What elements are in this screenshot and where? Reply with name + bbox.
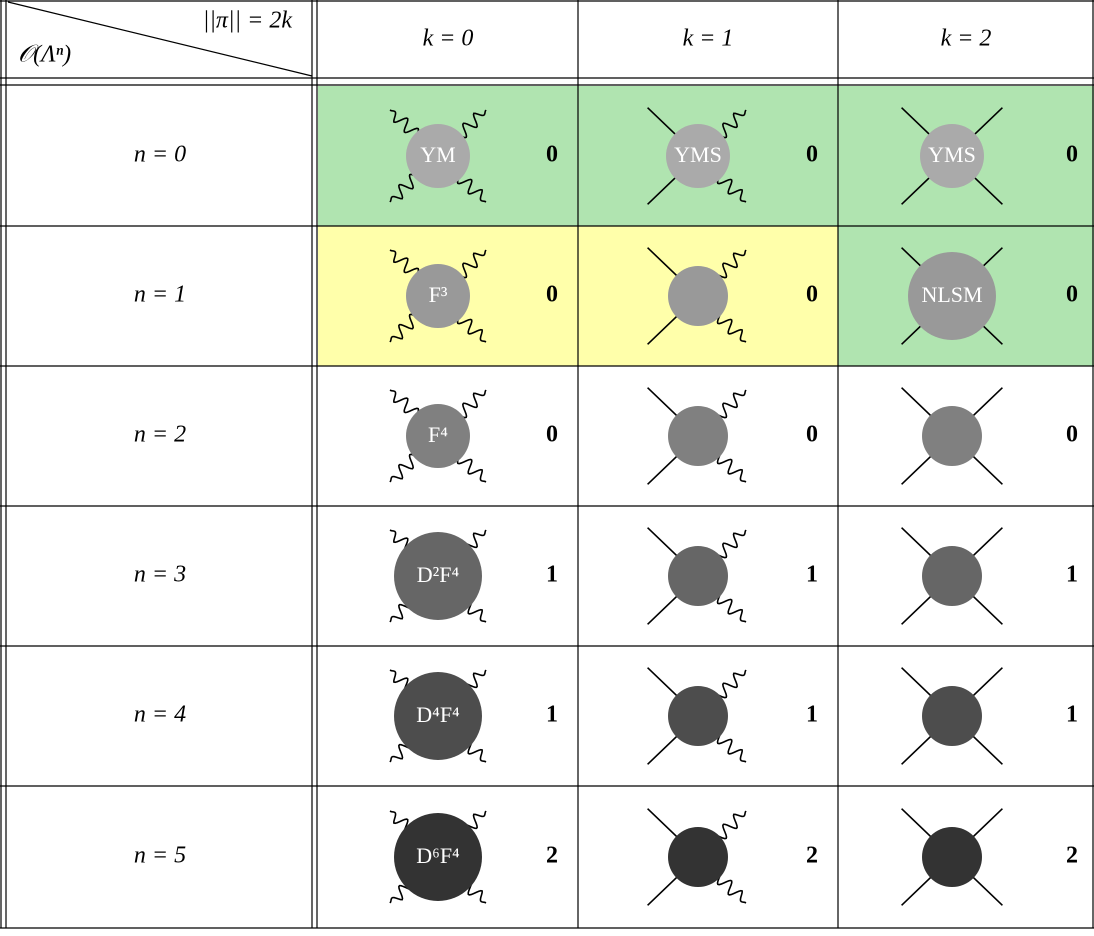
diagram: YMS	[647, 107, 747, 205]
blob	[406, 124, 470, 188]
order-value: 0	[546, 142, 558, 168]
blob	[908, 252, 996, 340]
blob-label: F⁴	[428, 422, 448, 447]
row-label: n = 4	[134, 702, 186, 728]
blob-label: YM	[420, 142, 455, 167]
blob	[922, 827, 982, 887]
blob-label: YMS	[674, 142, 722, 167]
row-label: n = 5	[134, 843, 186, 869]
corner-top: ||π|| = 2k	[203, 8, 293, 34]
blob	[406, 404, 470, 468]
order-value: 0	[806, 282, 818, 308]
diagram	[901, 527, 1003, 625]
diagram	[647, 527, 747, 625]
order-value: 1	[1066, 562, 1078, 588]
blob	[394, 532, 482, 620]
blob	[394, 672, 482, 760]
diagram: D⁴F⁴	[389, 669, 487, 763]
order-value: 0	[806, 422, 818, 448]
blob	[920, 124, 984, 188]
order-value: 1	[1066, 702, 1078, 728]
diagram: D⁶F⁴	[389, 810, 487, 904]
order-value: 0	[1066, 142, 1078, 168]
blob	[666, 124, 730, 188]
order-value: 1	[806, 562, 818, 588]
order-value: 1	[806, 702, 818, 728]
diagram: F⁴	[389, 389, 487, 483]
diagram	[647, 247, 747, 345]
column-header: k = 0	[423, 26, 474, 52]
order-value: 0	[806, 142, 818, 168]
blob-label: D⁴F⁴	[416, 702, 460, 727]
diagram	[901, 808, 1003, 906]
blob	[922, 406, 982, 466]
corner-diagonal	[7, 1, 313, 77]
diagram: NLSM	[901, 247, 1003, 345]
order-value: 1	[546, 562, 558, 588]
row-label: n = 3	[134, 562, 186, 588]
row-label: n = 2	[134, 422, 186, 448]
order-value: 2	[806, 843, 818, 869]
blob-label: F³	[429, 282, 448, 307]
corner-bottom: 𝒪(Λⁿ)	[18, 42, 71, 68]
column-header: k = 1	[683, 26, 734, 52]
order-value: 0	[546, 422, 558, 448]
blob	[922, 686, 982, 746]
blob-label: NLSM	[921, 282, 982, 307]
blob	[406, 264, 470, 328]
diagram	[647, 808, 747, 906]
row-label: n = 1	[134, 282, 186, 308]
blob	[922, 546, 982, 606]
blob	[668, 406, 728, 466]
row-label: n = 0	[134, 142, 186, 168]
diagram: D²F⁴	[389, 529, 487, 623]
order-value: 0	[1066, 422, 1078, 448]
diagram: YMS	[901, 107, 1003, 205]
order-value: 0	[546, 282, 558, 308]
diagram	[647, 387, 747, 485]
blob	[668, 266, 728, 326]
blob	[394, 813, 482, 901]
blob	[668, 827, 728, 887]
diagram	[901, 667, 1003, 765]
order-value: 0	[1066, 282, 1078, 308]
diagram	[647, 667, 747, 765]
diagram: YM	[389, 109, 487, 203]
diagram: F³	[389, 249, 487, 343]
order-value: 2	[1066, 843, 1078, 869]
order-value: 2	[546, 843, 558, 869]
column-header: k = 2	[941, 26, 992, 52]
diagram	[901, 387, 1003, 485]
blob-label: D²F⁴	[417, 562, 460, 587]
blob-label: YMS	[928, 142, 976, 167]
blob	[668, 686, 728, 746]
blob	[668, 546, 728, 606]
blob-label: D⁶F⁴	[416, 843, 460, 868]
order-value: 1	[546, 702, 558, 728]
